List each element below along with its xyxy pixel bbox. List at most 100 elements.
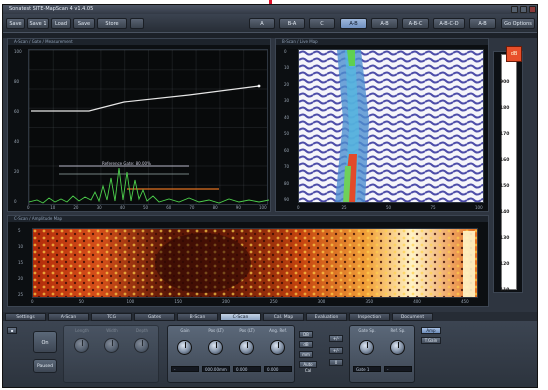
colorbar-tick: 120 [500, 262, 510, 267]
mode-tab-3[interactable]: C [309, 18, 335, 29]
toolbar-load-button[interactable]: Load [51, 18, 71, 29]
mode-tab-5[interactable]: A-B [371, 18, 398, 29]
bscan-y-tick: 30 [284, 98, 290, 104]
ascan-x-tick: 90 [235, 205, 241, 210]
bscan-y-tick: 60 [284, 147, 290, 153]
mode-tab-6[interactable]: A-B-C [402, 18, 429, 29]
minimize-icon[interactable] [511, 6, 518, 13]
tab-gates[interactable]: Gates [134, 313, 175, 321]
amp-button[interactable]: Amp [421, 327, 441, 334]
gate-sp-knob[interactable] [359, 340, 374, 355]
toolbar-save2-button[interactable]: Save [73, 18, 95, 29]
pos-lt2-field[interactable]: 0.000 [233, 366, 261, 372]
ascan-signal [29, 167, 269, 204]
gain-label: Gain [180, 328, 190, 333]
close-icon[interactable] [529, 6, 536, 13]
depth-label: Depth [135, 328, 149, 333]
width-knob [104, 338, 119, 353]
t-gain-button[interactable]: T.Gain [421, 337, 441, 344]
plus-minus-button-2[interactable]: +/- [329, 347, 343, 354]
ascan-grid [29, 50, 267, 204]
ascan-plot[interactable]: Reference Gate: 80.00% [28, 49, 269, 205]
zero-button[interactable]: 0 [329, 359, 343, 366]
plus-minus-button-1[interactable]: +/- [329, 335, 343, 342]
colorbar-tick: 180 [500, 106, 510, 111]
gain-field[interactable]: - [171, 366, 199, 372]
db-small-button[interactable]: DB [299, 331, 313, 338]
on-button[interactable]: On [33, 331, 57, 353]
pos-lt-knob[interactable] [208, 340, 223, 355]
db-button[interactable]: dB [506, 46, 522, 62]
cscan-x-tick: 350 [365, 299, 374, 304]
mode-tab-1[interactable]: A [249, 18, 275, 29]
ang-ref-knob[interactable] [270, 340, 285, 355]
db-unit-button[interactable]: dB [299, 341, 313, 348]
cscan-panel: C-Scan / Amplitude Map [7, 215, 489, 307]
ascan-x-tick: 50 [143, 205, 149, 210]
cscan-image[interactable] [32, 228, 478, 298]
tab-bscan[interactable]: B-Scan [177, 313, 218, 321]
bscan-x-tick: 0 [297, 205, 300, 210]
bscan-x-tick: 100 [475, 205, 483, 210]
colorbar-tick: 170 [500, 132, 510, 137]
tab-cscan[interactable]: C-Scan [220, 313, 261, 321]
toolbar-blank-button[interactable] [130, 18, 144, 29]
maximize-icon[interactable] [520, 6, 527, 13]
mode-tab-4[interactable]: A-B [340, 18, 367, 29]
cscan-svg [33, 229, 477, 297]
mode-tab-8[interactable]: A-B [469, 18, 496, 29]
toolbar-store-button[interactable]: Store [97, 18, 127, 29]
pos-lt-field[interactable]: 000.00mm [202, 366, 230, 372]
mode-tab-2[interactable]: B-A [279, 18, 305, 29]
ascan-x-tick: 80 [212, 205, 218, 210]
cscan-y-tick: 15 [18, 260, 24, 265]
paused-button[interactable]: Paused [33, 359, 57, 373]
mode-tab-7[interactable]: A-B-C-D [433, 18, 465, 29]
auto-cal-button[interactable]: Auto Cal [299, 361, 317, 373]
toolbar-save1-button[interactable]: Save 1 [27, 18, 49, 29]
colorbar-tick: 130 [500, 236, 510, 241]
mm-button[interactable]: mm [299, 351, 313, 358]
knob-group-2: Gate Sp. Ref. Sp. Gate 1 - [349, 325, 415, 383]
bscan-top-green [347, 50, 355, 66]
gate-sp-field[interactable]: Gate 1 [353, 366, 381, 372]
ascan-x-tick: 0 [27, 205, 30, 210]
colorbar-tick: 900 [500, 80, 510, 85]
panel-pin-button[interactable]: ▪ [7, 327, 17, 334]
bscan-x-tick: 50 [386, 205, 392, 210]
control-panel: ▪ On Paused Length Width Depth Gain Pos … [3, 321, 537, 387]
ascan-y-tick: 80 [14, 79, 20, 84]
window-title: Sonatest SITE-MapScan 4 v1.4.05 [9, 6, 94, 12]
ref-sp-field[interactable]: - [384, 366, 412, 372]
ascan-y-tick: 20 [14, 169, 20, 174]
knob-group-1: Gain Pos (LT) Pos (LT) Ang. Ref. - 000.0… [167, 325, 295, 383]
cscan-x-tick: 50 [78, 299, 84, 304]
tab-evaluation[interactable]: Evaluation [306, 313, 347, 321]
ang-ref-field[interactable]: 0.000 [264, 366, 292, 372]
ascan-y-tick: 100 [14, 49, 22, 54]
pos-lt2-label: Pos (LT) [239, 328, 255, 333]
tab-settings[interactable]: Settings [5, 313, 46, 321]
title-bar: Sonatest SITE-MapScan 4 v1.4.05 [3, 5, 537, 14]
pos-lt2-knob[interactable] [239, 340, 254, 355]
ascan-y-tick: 0 [14, 199, 17, 204]
tab-cal-map[interactable]: Cal. Map [263, 313, 304, 321]
length-label: Length [75, 328, 89, 333]
ascan-x-tick: 20 [73, 205, 79, 210]
gate-label: Reference Gate: 80.00% [102, 161, 151, 166]
colorbar-scale [501, 54, 517, 290]
gain-knob[interactable] [177, 340, 192, 355]
bscan-green [343, 166, 351, 202]
tab-tcg[interactable]: TCG [91, 313, 132, 321]
tab-inspection[interactable]: Inspection [349, 313, 390, 321]
bscan-image[interactable] [298, 49, 484, 203]
ref-sp-knob[interactable] [390, 340, 405, 355]
tab-document[interactable]: Document [392, 313, 433, 321]
cscan-speckle [33, 229, 477, 297]
go-options-button[interactable]: Go Options [501, 18, 535, 29]
toolbar-save-button[interactable]: Save [6, 18, 25, 29]
length-knob [74, 338, 89, 353]
tab-ascan[interactable]: A-Scan [48, 313, 89, 321]
ascan-header: A-Scan / Gate / Measurement [8, 39, 270, 45]
cscan-x-tick: 450 [461, 299, 469, 304]
